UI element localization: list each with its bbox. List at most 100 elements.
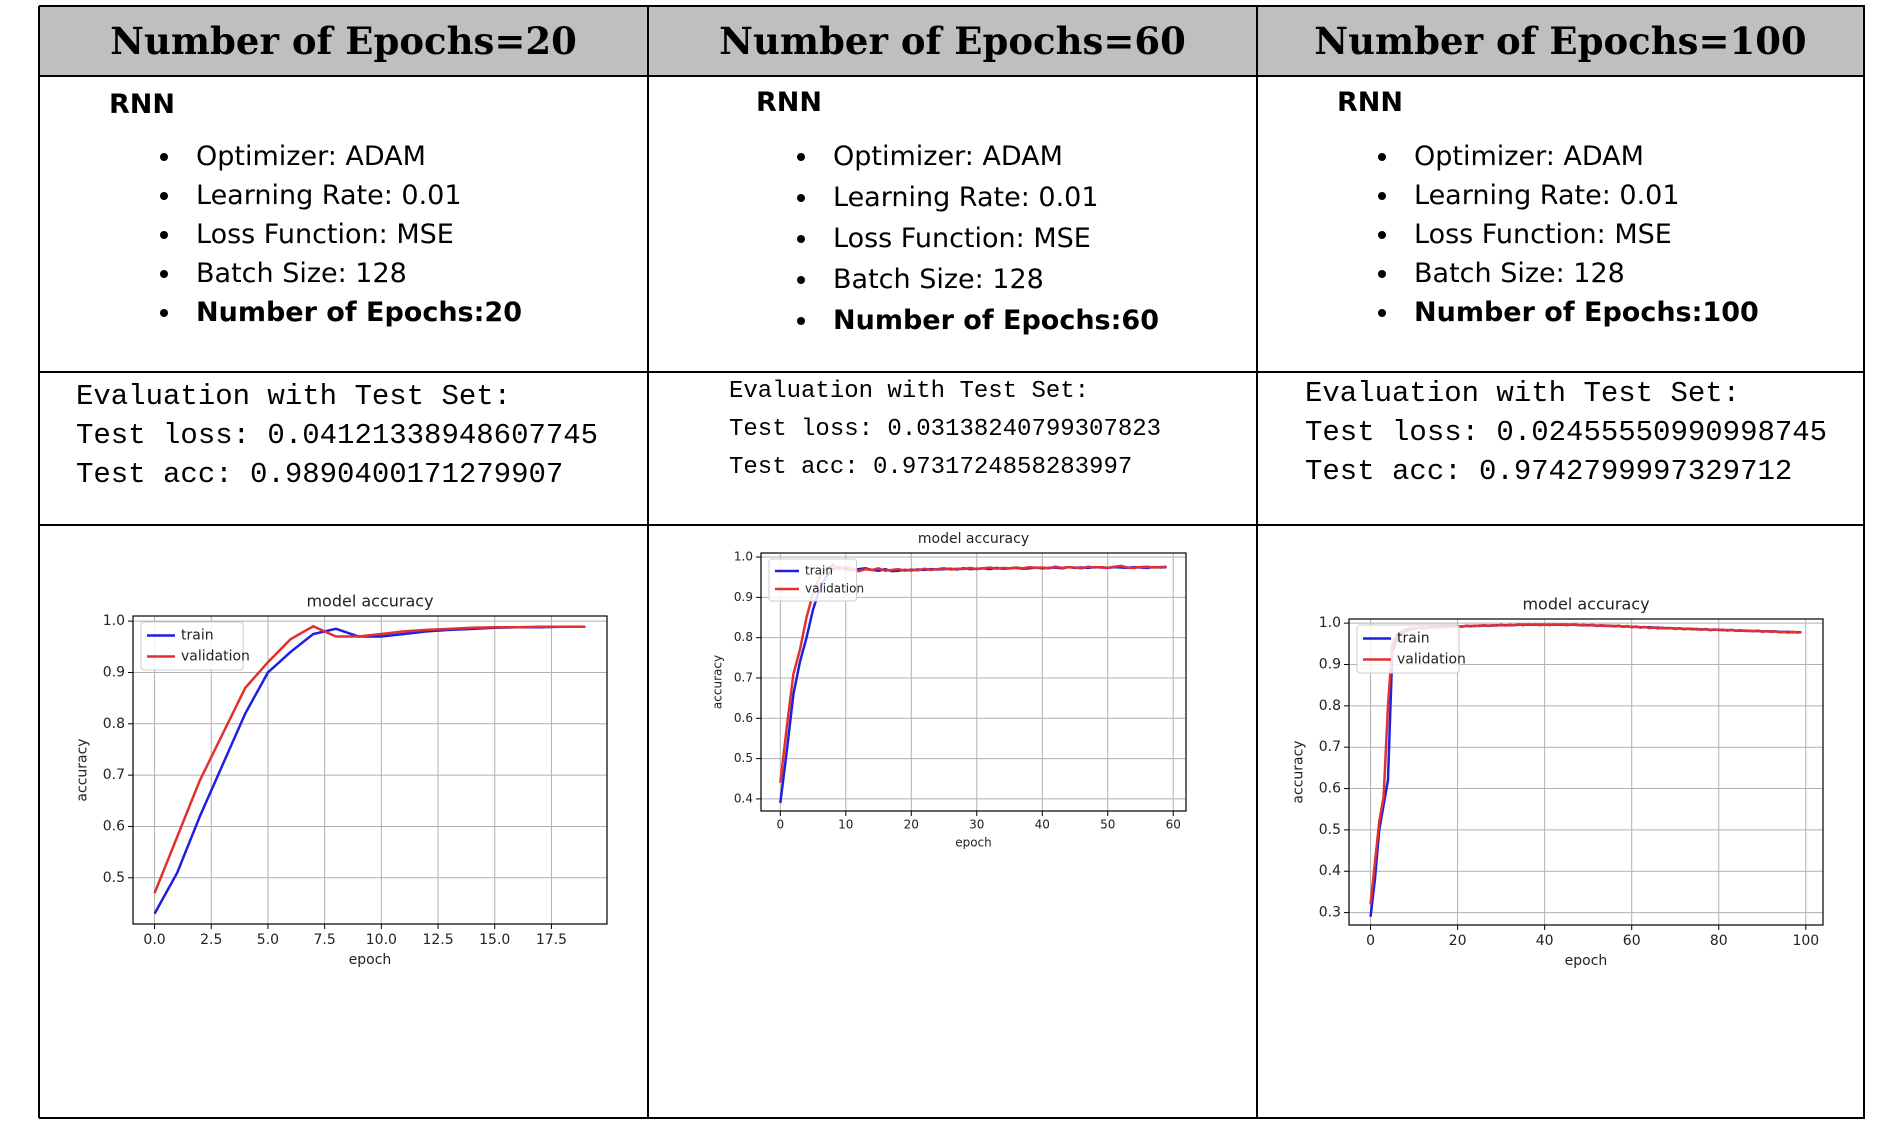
table-border: [1256, 6, 1258, 1118]
evaluation-line: Evaluation with Test Set:: [76, 380, 512, 413]
x-tick-label: 0.0: [143, 932, 165, 948]
y-tick-label: 0.8: [734, 630, 753, 644]
evaluation-line: Evaluation with Test Set:: [1305, 377, 1741, 410]
column-header: Number of Epochs=60: [719, 19, 1186, 63]
x-tick-label: 20: [1449, 933, 1467, 949]
evaluation-line: Test loss: 0.03138240799307823: [729, 416, 1162, 443]
x-axis-label: epoch: [955, 836, 992, 850]
table-border: [38, 6, 40, 1118]
y-tick-label: 0.7: [734, 670, 753, 684]
legend-box: [768, 558, 858, 602]
x-tick-label: 0: [776, 818, 784, 832]
column-header: Number of Epochs=100: [1314, 19, 1807, 63]
setting: Learning Rate: 0.01: [196, 180, 462, 211]
y-axis-label: accuracy: [1291, 740, 1307, 803]
chart-title: model accuracy: [306, 592, 433, 611]
table-border: [39, 5, 1865, 7]
y-tick-label: 0.6: [1319, 781, 1341, 797]
setting: Optimizer: ADAM: [1414, 141, 1644, 172]
legend-label: validation: [181, 649, 250, 665]
bullet: [797, 235, 805, 243]
table-border: [39, 75, 1865, 77]
y-tick-label: 0.5: [734, 751, 753, 765]
x-axis-label: epoch: [349, 952, 392, 968]
y-tick-label: 1.0: [734, 550, 753, 564]
y-tick-label: 0.7: [1319, 739, 1341, 755]
y-tick-label: 0.4: [1319, 863, 1341, 879]
setting: Batch Size: 128: [1414, 258, 1625, 289]
series-line: [779, 565, 1167, 804]
bullet: [160, 309, 168, 317]
chart-title: model accuracy: [918, 531, 1029, 547]
setting: Optimizer: ADAM: [833, 141, 1063, 172]
y-tick-label: 0.4: [734, 791, 753, 805]
chart-title: model accuracy: [1522, 595, 1649, 614]
setting: Optimizer: ADAM: [196, 141, 426, 172]
x-tick-label: 7.5: [314, 932, 336, 948]
bullet: [797, 317, 805, 325]
plot-frame: [760, 552, 1187, 812]
bullet: [1378, 309, 1386, 317]
legend-label: train: [181, 628, 214, 644]
x-tick-label: 100: [1792, 933, 1819, 949]
x-tick-label: 10: [838, 818, 853, 832]
y-tick-label: 0.9: [103, 664, 125, 680]
model-name: RNN: [1337, 87, 1403, 118]
setting: Loss Function: MSE: [196, 219, 454, 250]
bullet: [160, 153, 168, 161]
y-tick-label: 1.0: [1319, 615, 1341, 631]
evaluation-line: Test acc: 0.9742799997329712: [1305, 455, 1793, 488]
setting: Batch Size: 128: [196, 258, 407, 289]
y-tick-label: 0.8: [1319, 698, 1341, 714]
x-tick-label: 50: [1100, 818, 1115, 832]
x-tick-label: 12.5: [422, 932, 453, 948]
y-tick-label: 0.5: [103, 870, 125, 886]
x-axis-label: epoch: [1565, 953, 1608, 969]
x-tick-label: 80: [1710, 933, 1728, 949]
legend-label: train: [805, 564, 833, 578]
bullet: [1378, 153, 1386, 161]
setting: Batch Size: 128: [833, 264, 1044, 295]
y-tick-label: 0.8: [103, 716, 125, 732]
y-tick-label: 1.0: [103, 613, 125, 629]
bullet: [797, 194, 805, 202]
table-border: [647, 6, 649, 1118]
bullet: [160, 192, 168, 200]
setting: Loss Function: MSE: [1414, 219, 1672, 250]
evaluation-line: Test loss: 0.04121338948607745: [76, 419, 599, 452]
setting: Learning Rate: 0.01: [1414, 180, 1680, 211]
column-header: Number of Epochs=20: [110, 19, 577, 63]
y-axis-label: accuracy: [75, 738, 91, 801]
plot-frame: [132, 615, 608, 925]
x-tick-label: 15.0: [479, 932, 510, 948]
legend-label: train: [1397, 631, 1430, 647]
x-tick-label: 5.0: [257, 932, 279, 948]
x-tick-label: 60: [1623, 933, 1641, 949]
bullet: [1378, 192, 1386, 200]
plot-frame: [1348, 618, 1824, 926]
header-row-bg: [39, 6, 1864, 76]
x-tick-label: 17.5: [536, 932, 567, 948]
x-tick-label: 0: [1366, 933, 1375, 949]
bullet: [1378, 270, 1386, 278]
y-axis-label: accuracy: [710, 655, 724, 709]
model-name: RNN: [109, 89, 175, 120]
setting: Learning Rate: 0.01: [833, 182, 1099, 213]
evaluation-line: Test acc: 0.9890400171279907: [76, 458, 564, 491]
bullet: [797, 153, 805, 161]
bullet: [1378, 231, 1386, 239]
y-tick-label: 0.6: [103, 818, 125, 834]
setting: Number of Epochs:100: [1414, 297, 1759, 328]
model-name: RNN: [756, 87, 822, 118]
setting: Loss Function: MSE: [833, 223, 1091, 254]
x-tick-label: 10.0: [366, 932, 397, 948]
x-tick-label: 30: [969, 818, 984, 832]
x-tick-label: 40: [1035, 818, 1050, 832]
x-tick-label: 2.5: [200, 932, 222, 948]
y-tick-label: 0.5: [1319, 822, 1341, 838]
table-border: [39, 524, 1865, 526]
bullet: [160, 270, 168, 278]
x-tick-label: 60: [1166, 818, 1181, 832]
